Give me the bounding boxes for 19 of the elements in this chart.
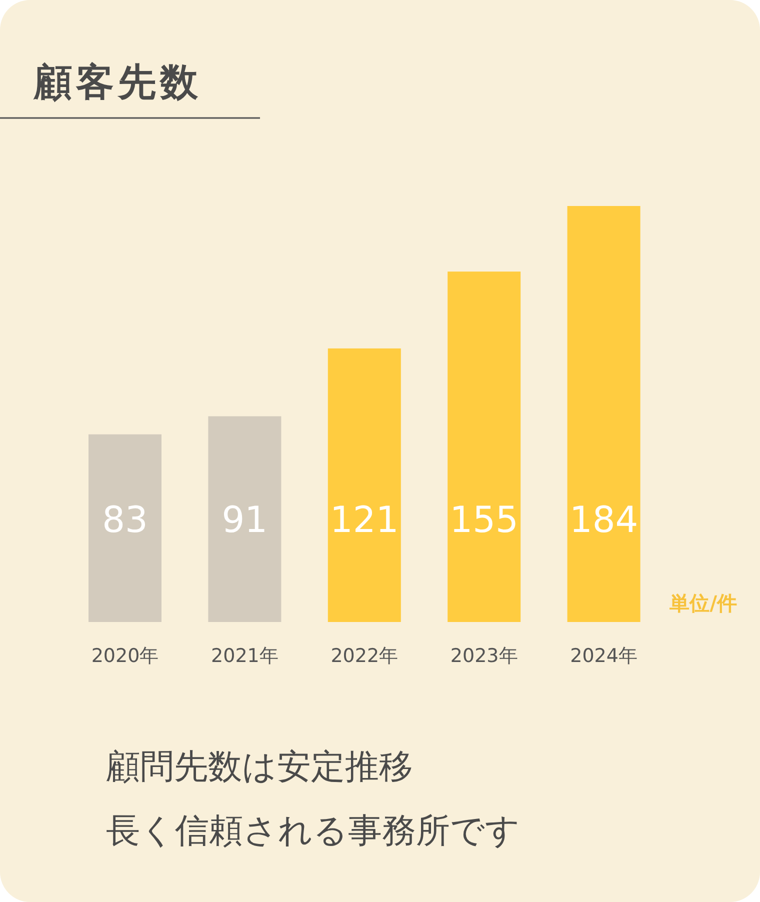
data-label: 121 xyxy=(330,500,399,541)
x-tick-label: 2020年 xyxy=(91,645,159,667)
text: 単位/件 xyxy=(668,591,737,615)
bar xyxy=(567,206,640,622)
chart-title: 顧客先数 xyxy=(33,60,202,104)
x-tick-label: 2024年 xyxy=(570,645,638,667)
bar xyxy=(328,348,401,622)
bar xyxy=(208,416,282,622)
text: 顧問先数は安定推移 xyxy=(106,747,413,787)
bar xyxy=(88,434,162,622)
x-tick-label: 2023年 xyxy=(450,645,518,667)
x-tick-label: 2022年 xyxy=(330,645,398,667)
x-tick-label: 2021年 xyxy=(211,645,278,667)
data-label: 155 xyxy=(450,500,518,541)
data-label: 91 xyxy=(222,500,268,541)
data-label: 184 xyxy=(569,500,638,541)
bar xyxy=(448,272,521,622)
text: 長く信頼される事務所です xyxy=(106,811,520,851)
data-label: 83 xyxy=(102,500,148,541)
